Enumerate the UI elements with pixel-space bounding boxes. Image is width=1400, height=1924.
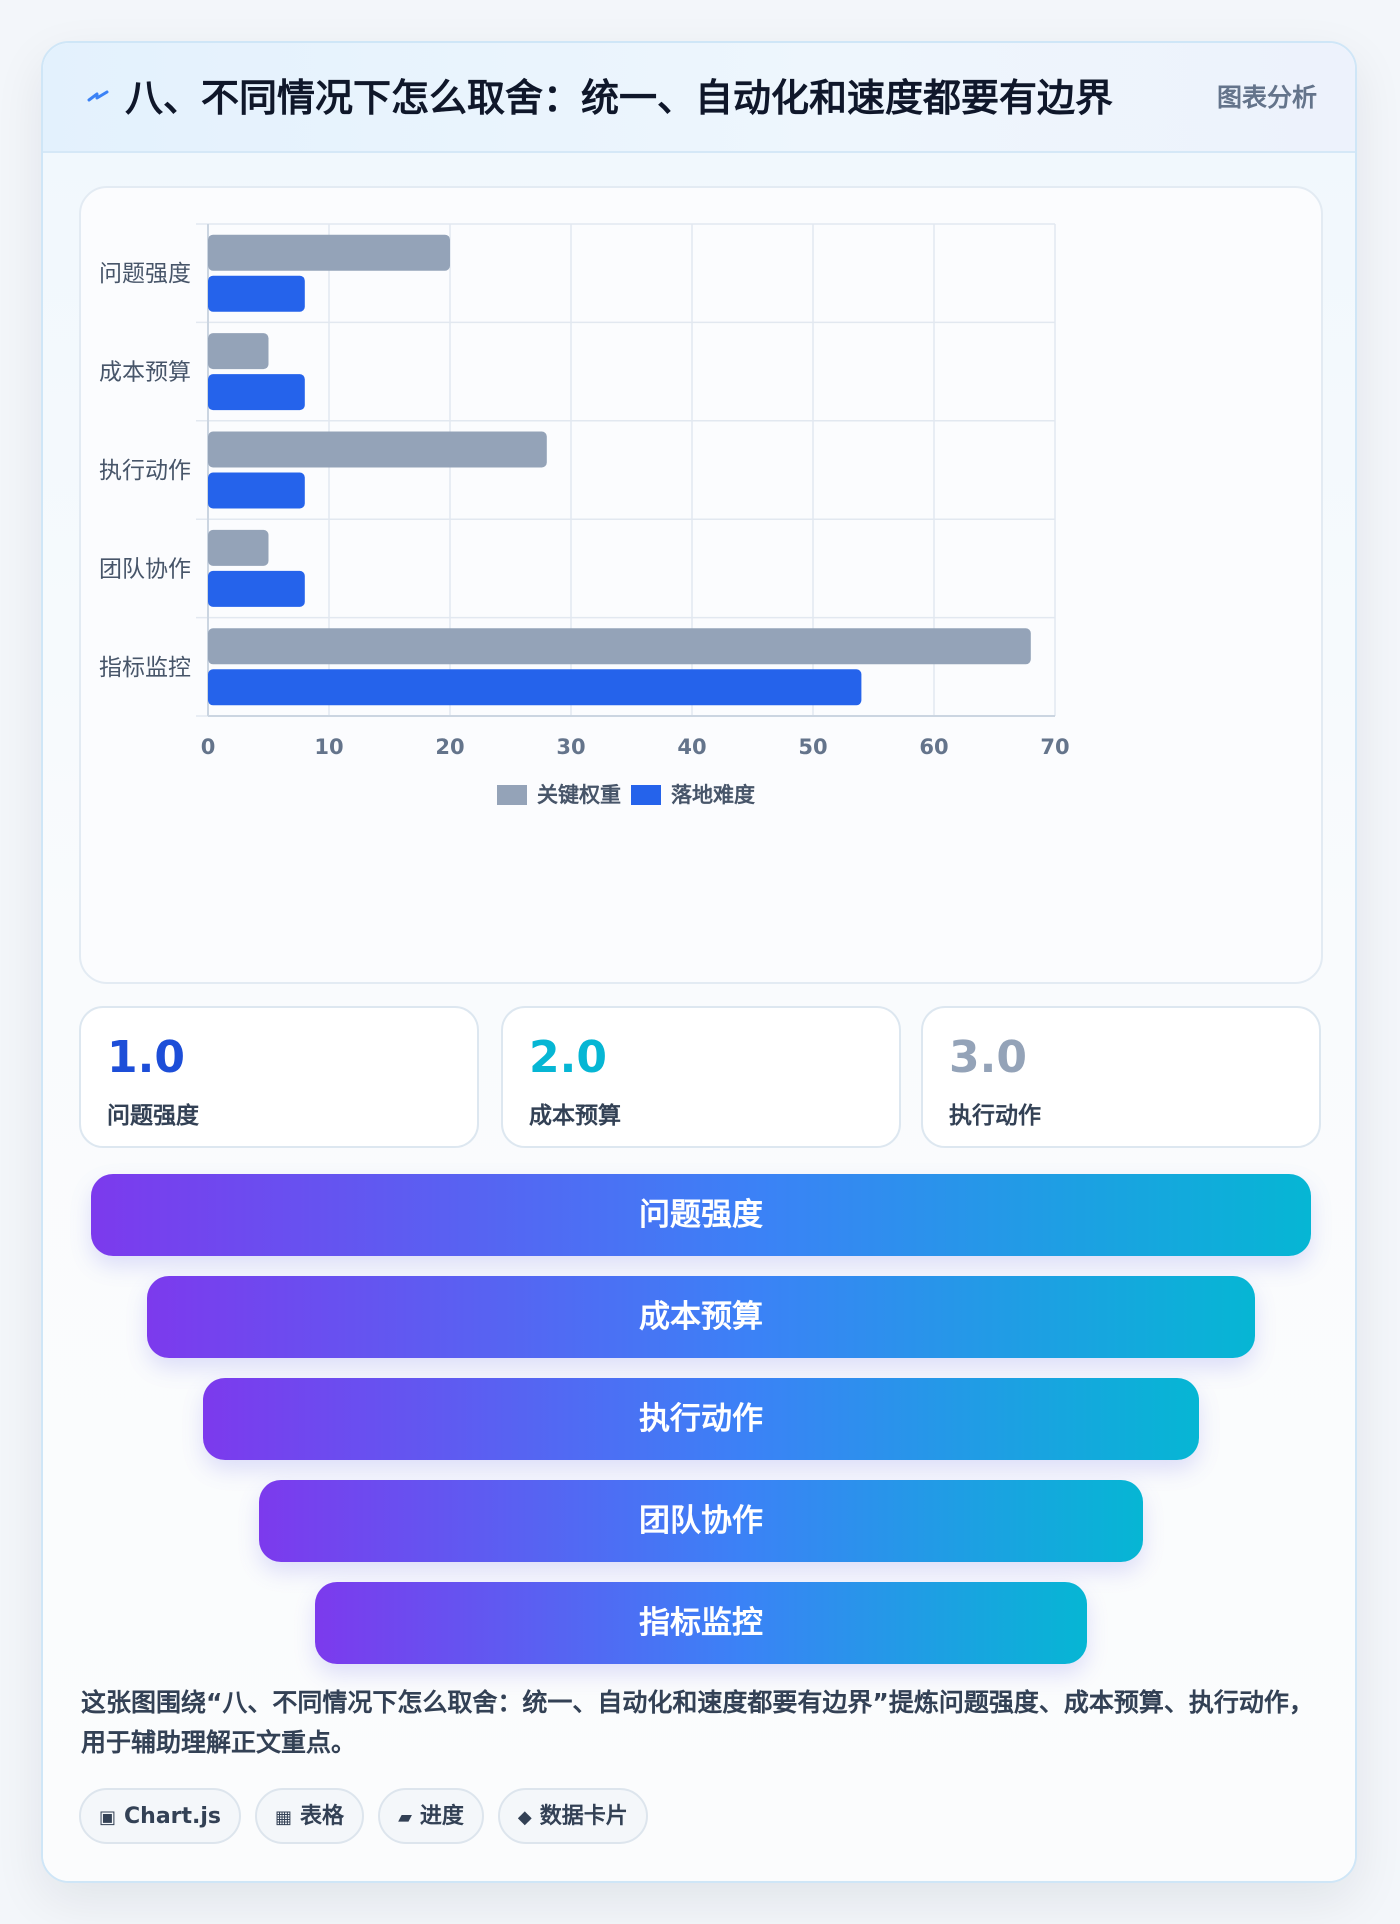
- kpi-card-2: 2.0 成本预算: [501, 1006, 901, 1148]
- kpi-card-3: 3.0 执行动作: [921, 1006, 1321, 1148]
- tag-chips: ▣ Chart.js ▦ 表格 ▰ 进度 ◆ 数据卡片: [79, 1788, 662, 1846]
- x-tick-label: 0: [201, 735, 216, 759]
- funnel-stage-3: 执行动作: [203, 1378, 1199, 1460]
- chart-panel: 0 10 20 30 40 50 60 70 问题强度成本预算执行动作团队协作指标监控关键权重 落…: [79, 186, 1323, 984]
- legend-label: 关键权重: [537, 783, 621, 807]
- kpi-label: 问题强度: [107, 1103, 199, 1129]
- bar-difficulty: [208, 374, 305, 411]
- kpi-label: 执行动作: [949, 1103, 1041, 1129]
- x-tick-label: 60: [919, 735, 948, 759]
- bar-difficulty: [208, 669, 862, 706]
- data-card-icon: ◆: [517, 1807, 532, 1828]
- funnel-stage-2: 成本预算: [147, 1276, 1255, 1358]
- y-tick-label: 团队协作: [99, 556, 191, 582]
- funnel-stage-5: 指标监控: [315, 1582, 1087, 1664]
- bar-difficulty: [208, 275, 305, 312]
- legend-swatch: [631, 785, 661, 805]
- y-tick-label: 成本预算: [99, 360, 191, 386]
- chart-card: 八、不同情况下怎么取舍：统一、自动化和速度都要有边界 图表分析 0 10 20 30 4…: [41, 41, 1357, 1883]
- x-tick-label: 70: [1040, 735, 1069, 759]
- lightning-icon: [87, 90, 109, 102]
- table-icon: ▦: [275, 1807, 293, 1828]
- chip-label: 表格: [300, 1804, 345, 1829]
- y-tick-label: 指标监控: [99, 655, 191, 681]
- bar-difficulty: [208, 570, 305, 607]
- legend-label: 落地难度: [671, 783, 755, 807]
- bar-key-weight: [208, 628, 1031, 665]
- x-tick-label: 40: [677, 735, 706, 759]
- chip-table[interactable]: ▦ 表格: [255, 1788, 365, 1844]
- y-tick-label: 问题强度: [99, 261, 191, 287]
- x-tick-label: 10: [314, 735, 343, 759]
- chart-icon: ▣: [99, 1807, 117, 1828]
- bar-difficulty: [208, 472, 305, 509]
- kpi-label: 成本预算: [529, 1103, 621, 1129]
- chip-data-card[interactable]: ◆ 数据卡片: [497, 1788, 648, 1844]
- funnel-stage-4: 团队协作: [259, 1480, 1143, 1562]
- page-title: 八、不同情况下怎么取舍：统一、自动化和速度都要有边界: [125, 76, 1114, 120]
- kpi-value: 2.0: [529, 1032, 607, 1083]
- bar-key-weight: [208, 431, 547, 468]
- chart-description: 这张图围绕“八、不同情况下怎么取舍：统一、自动化和速度都要有边界”提炼问题强度、…: [81, 1688, 1314, 1757]
- bar-key-weight: [208, 333, 269, 370]
- chip-label: 数据卡片: [539, 1804, 628, 1829]
- bar-key-weight: [208, 529, 269, 566]
- chip-label: Chart.js: [124, 1804, 222, 1829]
- kpi-value: 1.0: [107, 1032, 185, 1083]
- chip-label: 进度: [419, 1804, 464, 1829]
- card-header: 八、不同情况下怎么取舍：统一、自动化和速度都要有边界 图表分析: [43, 43, 1355, 153]
- progress-icon: ▰: [398, 1807, 412, 1828]
- bar-key-weight: [208, 234, 450, 271]
- legend-swatch: [497, 785, 527, 805]
- kpi-value: 3.0: [949, 1032, 1027, 1083]
- kpi-card-1: 1.0 问题强度: [79, 1006, 479, 1148]
- funnel-stage-1: 问题强度: [91, 1174, 1311, 1256]
- y-tick-label: 执行动作: [99, 458, 191, 484]
- chip-progress[interactable]: ▰ 进度: [378, 1788, 484, 1844]
- chart-analysis-badge: 图表分析: [1216, 83, 1317, 112]
- chip-chartjs[interactable]: ▣ Chart.js: [79, 1788, 242, 1844]
- x-tick-label: 50: [798, 735, 827, 759]
- x-tick-label: 30: [556, 735, 585, 759]
- x-tick-label: 20: [435, 735, 464, 759]
